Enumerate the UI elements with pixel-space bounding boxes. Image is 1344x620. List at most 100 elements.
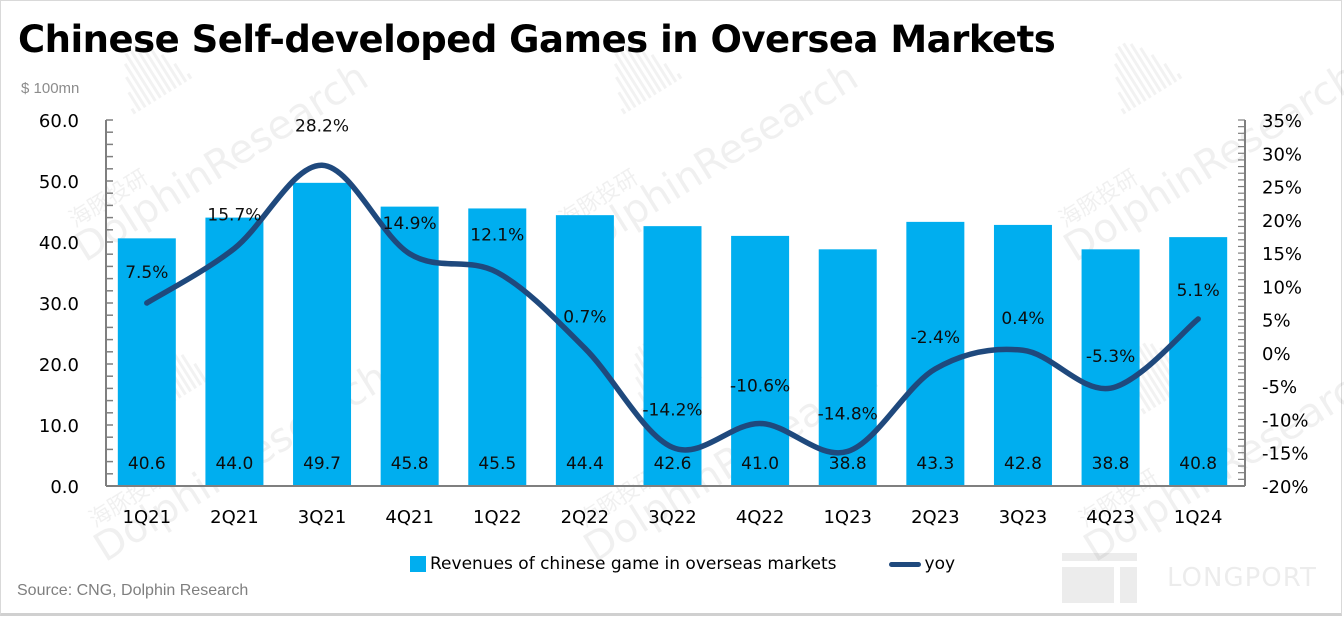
watermark-logo-stroke bbox=[613, 63, 642, 105]
x-axis-tick-label: 2Q22 bbox=[561, 507, 610, 528]
watermark-logo-stroke bbox=[1142, 342, 1177, 396]
watermark-logo-stroke bbox=[1113, 63, 1142, 105]
longport-watermark: LONGPORT bbox=[1062, 553, 1317, 603]
left-axis-tick-label: 60.0 bbox=[39, 111, 79, 132]
bar-series bbox=[117, 182, 1228, 487]
yoy-value-label: 14.9% bbox=[383, 214, 437, 234]
bar-value-label: 49.7 bbox=[303, 454, 341, 474]
watermark-logo-stroke bbox=[1140, 407, 1147, 415]
yoy-value-label: 0.7% bbox=[563, 307, 606, 327]
watermark-logo-stroke bbox=[125, 76, 147, 109]
yoy-value-label: 12.1% bbox=[470, 225, 524, 245]
right-axis-tick-label: 35% bbox=[1262, 111, 1302, 132]
watermark-logo-stroke bbox=[130, 107, 137, 115]
right-axis-tick-label: 25% bbox=[1262, 178, 1302, 199]
bar-value-label: 41.0 bbox=[741, 454, 779, 474]
right-axis-tick-label: -5% bbox=[1262, 377, 1297, 398]
watermark-logo-stroke bbox=[620, 107, 627, 115]
yoy-value-label: -14.2% bbox=[642, 400, 702, 420]
watermark-logo-stroke bbox=[169, 347, 198, 390]
bar-value-label: 45.5 bbox=[478, 454, 516, 474]
watermark-logo-stroke bbox=[1120, 107, 1127, 115]
right-axis-tick-label: 0% bbox=[1262, 344, 1291, 365]
x-axis-tick-label: 3Q23 bbox=[999, 507, 1048, 528]
watermark-logo-stroke bbox=[617, 45, 652, 99]
watermark-logo-stroke bbox=[186, 72, 193, 80]
yoy-value-label: -5.3% bbox=[1086, 347, 1135, 367]
watermark-logo-stroke bbox=[160, 53, 183, 86]
watermark-logo-stroke bbox=[1114, 52, 1147, 102]
left-axis-tick-label: 0.0 bbox=[50, 477, 79, 498]
watermark-logo-stroke bbox=[1115, 76, 1137, 109]
x-axis-tick-label: 4Q22 bbox=[736, 507, 785, 528]
yoy-value-label: 7.5% bbox=[125, 263, 168, 283]
watermark-logo-stroke bbox=[615, 76, 637, 109]
legend-swatch-line bbox=[888, 561, 921, 567]
bar-value-label: 38.8 bbox=[829, 454, 867, 474]
longport-logo-icon bbox=[1062, 553, 1137, 603]
x-axis-tick-label: 1Q23 bbox=[823, 507, 872, 528]
right-axis-tick-label: -20% bbox=[1262, 477, 1309, 498]
watermark-logo-stroke bbox=[1117, 45, 1152, 99]
data-labels: 40.6 44.0 49.7 45.8 45.5 44.4 42.6 41.0 38.8 43.3… bbox=[125, 116, 1220, 474]
watermark-logo-stroke bbox=[127, 45, 162, 99]
left-axis-tick-label: 50.0 bbox=[39, 172, 79, 193]
watermark-logo-stroke bbox=[663, 62, 678, 83]
bar-2Q21 bbox=[205, 217, 264, 486]
watermark-logo-stroke bbox=[1129, 43, 1162, 93]
source-note: Source: CNG, Dolphin Research bbox=[17, 582, 249, 599]
right-axis-tick-label: -10% bbox=[1262, 410, 1309, 431]
bar-value-label: 42.6 bbox=[654, 454, 692, 474]
watermark-logo-stroke bbox=[149, 47, 178, 90]
left-axis-tick-label: 30.0 bbox=[39, 294, 79, 315]
watermark-logo-stroke bbox=[1163, 62, 1178, 83]
yoy-value-label: 15.7% bbox=[207, 205, 261, 225]
watermark-logo-stroke bbox=[639, 47, 668, 90]
bar-1Q24 bbox=[1169, 237, 1228, 486]
legend-label-revenue: Revenues of chinese game in overseas mar… bbox=[430, 554, 837, 574]
yoy-line-series bbox=[144, 162, 1201, 456]
x-axis-tick-label: 1Q22 bbox=[473, 507, 522, 528]
legend: Revenues of chinese game in overseas mar… bbox=[410, 554, 955, 574]
watermark-logo-stroke bbox=[1150, 53, 1173, 86]
bar-value-label: 44.0 bbox=[215, 454, 253, 474]
bar-4Q21 bbox=[380, 206, 439, 486]
watermark-logo-stroke bbox=[1176, 72, 1183, 80]
right-axis-tick-label: -15% bbox=[1262, 444, 1309, 465]
yoy-value-label: -14.8% bbox=[818, 404, 878, 424]
right-axis-tick-label: 20% bbox=[1262, 211, 1302, 232]
bar-value-label: 40.6 bbox=[128, 454, 166, 474]
watermark-logo-stroke bbox=[614, 52, 647, 102]
bar-1Q23 bbox=[818, 249, 877, 486]
x-axis-tick-label: 2Q23 bbox=[911, 507, 960, 528]
watermark-logo-stroke bbox=[1134, 352, 1167, 402]
right-axis-tick-label: 15% bbox=[1262, 244, 1302, 265]
watermark-logo-stroke bbox=[127, 91, 142, 112]
bar-value-label: 40.8 bbox=[1179, 454, 1217, 474]
watermark-logo-stroke bbox=[1137, 345, 1172, 399]
watermark-logo-stroke bbox=[1139, 47, 1168, 90]
yoy-value-label: 28.2% bbox=[295, 116, 349, 136]
watermark-logo-stroke bbox=[676, 72, 683, 80]
bar-4Q22 bbox=[731, 235, 790, 486]
legend-item-yoy: yoy bbox=[888, 554, 956, 574]
right-axis-tick-label: 30% bbox=[1262, 144, 1302, 165]
bar-4Q23 bbox=[1081, 249, 1140, 486]
legend-item-revenue: Revenues of chinese game in overseas mar… bbox=[410, 554, 837, 574]
x-axis-tick-label: 1Q24 bbox=[1174, 507, 1223, 528]
yoy-value-label: -10.6% bbox=[730, 376, 790, 396]
watermark-logo-stroke bbox=[173, 62, 188, 83]
watermark-logo-stroke bbox=[193, 362, 208, 383]
bar-1Q22 bbox=[468, 208, 527, 486]
watermark-logo-stroke bbox=[139, 43, 172, 93]
bar-3Q22 bbox=[643, 226, 702, 486]
watermark-logo-stroke bbox=[622, 42, 657, 96]
chart-title: Chinese Self-developed Games in Oversea … bbox=[18, 18, 1056, 61]
watermark-logo-stroke bbox=[124, 52, 157, 102]
bar-value-label: 43.3 bbox=[916, 454, 954, 474]
yoy-value-label: 0.4% bbox=[1001, 309, 1044, 329]
right-axis-tick-label: 5% bbox=[1262, 311, 1291, 332]
legend-label-yoy: yoy bbox=[924, 554, 956, 574]
watermark-logo-stroke bbox=[617, 91, 632, 112]
left-axis-tick-label: 20.0 bbox=[39, 355, 79, 376]
